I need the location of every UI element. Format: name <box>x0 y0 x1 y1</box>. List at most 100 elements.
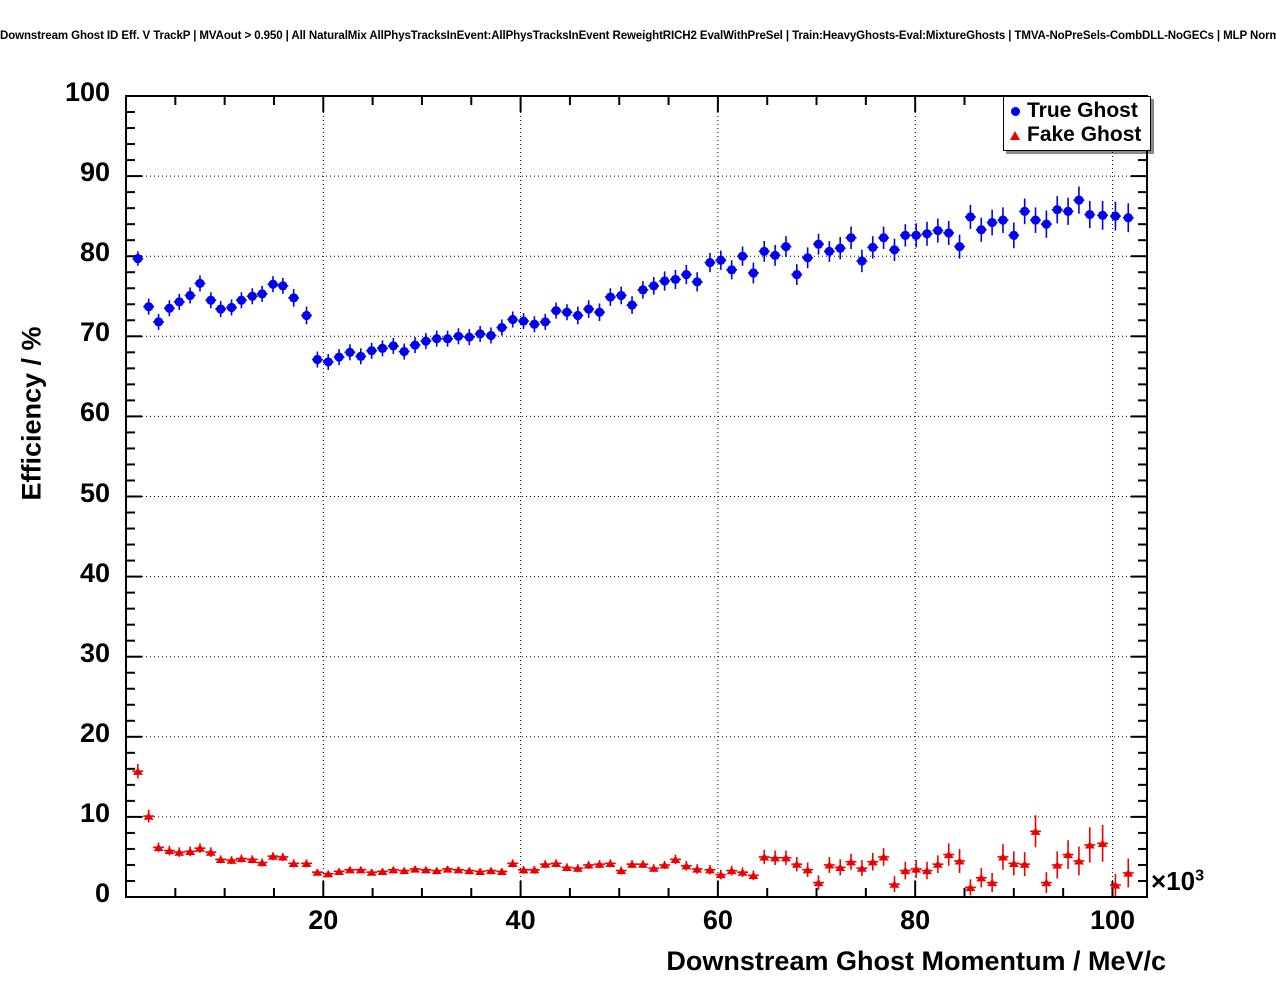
red-triangle-marker-icon <box>1007 130 1023 140</box>
data-point-true-ghost <box>716 255 726 265</box>
data-point-fake-ghost <box>726 866 737 875</box>
data-point-true-ghost <box>345 347 355 357</box>
data-point-true-ghost <box>1123 213 1133 223</box>
data-point-fake-ghost <box>867 858 878 866</box>
data-point-fake-ghost <box>301 859 312 867</box>
data-point-fake-ghost <box>681 862 692 870</box>
data-point-true-ghost <box>247 291 257 301</box>
data-point-true-ghost <box>377 343 388 353</box>
data-point-true-ghost <box>562 307 572 317</box>
data-point-true-ghost <box>748 268 758 278</box>
data-point-fake-ghost <box>529 866 540 874</box>
data-point-fake-ghost <box>518 866 529 874</box>
y-tick-label: 20 <box>79 717 110 748</box>
y-tick-label: 0 <box>94 878 110 908</box>
data-point-fake-ghost <box>464 866 475 875</box>
multiplier-exponent: 3 <box>1195 866 1205 885</box>
legend: True Ghost Fake Ghost <box>1003 96 1151 151</box>
y-tick-label: 50 <box>79 477 110 508</box>
data-point-fake-ghost <box>802 866 813 874</box>
data-point-true-ghost <box>257 289 267 299</box>
y-tick-label: 90 <box>79 157 110 188</box>
data-point-fake-ghost <box>399 866 410 875</box>
data-point-true-ghost <box>998 215 1008 225</box>
blue-circle-marker-icon <box>1007 106 1023 116</box>
plot-title: Downstream Ghost ID Eff. V TrackP | MVAo… <box>0 30 1276 42</box>
data-point-fake-ghost <box>583 861 594 869</box>
data-point-fake-ghost <box>737 868 748 876</box>
data-point-fake-ghost <box>366 868 377 876</box>
data-point-fake-ghost <box>659 861 670 869</box>
x-tick-label: 40 <box>505 905 536 935</box>
data-point-true-ghost <box>226 302 237 313</box>
axis-ticks <box>125 95 1147 898</box>
data-point-true-ghost <box>497 322 507 333</box>
data-point-true-ghost <box>573 310 583 321</box>
data-point-fake-ghost <box>616 866 627 875</box>
data-point-true-ghost <box>464 332 474 342</box>
legend-entry[interactable]: True Ghost <box>1007 99 1147 123</box>
data-point-true-ghost <box>660 276 670 286</box>
data-point-true-ghost <box>759 246 769 256</box>
legend-label: Fake Ghost <box>1027 123 1142 146</box>
data-point-fake-ghost <box>257 858 268 867</box>
data-point-true-ghost <box>421 336 431 346</box>
data-point-true-ghost <box>540 317 550 327</box>
data-point-true-ghost <box>356 351 366 361</box>
data-point-fake-ghost <box>132 767 143 775</box>
data-point-fake-ghost <box>334 867 345 875</box>
data-point-fake-ghost <box>277 853 288 861</box>
y-tick-label: 70 <box>79 317 110 348</box>
data-point-true-ghost <box>1098 210 1108 220</box>
data-point-true-ghost <box>289 293 299 303</box>
data-point-fake-ghost <box>605 859 616 867</box>
data-point-fake-ghost <box>1123 869 1134 877</box>
data-point-true-ghost <box>965 212 976 222</box>
data-point-true-ghost <box>475 329 485 339</box>
data-point-true-ghost <box>879 233 889 243</box>
data-point-fake-ghost <box>715 870 726 879</box>
data-point-fake-ghost <box>194 844 205 852</box>
data-point-true-ghost <box>976 225 986 235</box>
data-point-fake-ghost <box>965 883 976 891</box>
data-point-true-ghost <box>824 246 834 256</box>
data-point-true-ghost <box>410 340 420 350</box>
data-point-true-ghost <box>954 241 965 252</box>
data-point-true-ghost <box>268 279 278 289</box>
data-point-true-ghost <box>627 300 637 310</box>
data-point-fake-ghost <box>954 857 965 865</box>
data-point-true-ghost <box>432 334 442 344</box>
data-point-true-ghost <box>551 306 561 316</box>
legend-entry[interactable]: Fake Ghost <box>1007 123 1147 147</box>
data-point-true-ghost <box>1009 230 1019 240</box>
data-point-true-ghost <box>164 303 175 313</box>
data-point-fake-ghost <box>780 854 791 862</box>
y-tick-label: 80 <box>79 237 110 268</box>
data-point-true-ghost <box>944 228 954 238</box>
data-point-fake-ghost <box>922 866 933 875</box>
data-point-true-ghost <box>649 281 659 291</box>
data-point-fake-ghost <box>627 860 638 868</box>
data-point-fake-ghost <box>431 866 442 875</box>
data-point-true-ghost <box>518 316 529 326</box>
data-point-true-ghost <box>144 302 154 312</box>
data-point-fake-ghost <box>540 860 551 868</box>
data-point-fake-ghost <box>1063 850 1074 859</box>
data-point-true-ghost <box>185 290 195 301</box>
data-point-true-ghost <box>236 295 247 305</box>
data-point-fake-ghost <box>648 864 659 872</box>
data-point-true-ghost <box>442 334 453 344</box>
data-point-fake-ghost <box>174 848 185 856</box>
data-point-fake-ghost <box>748 871 759 879</box>
data-point-fake-ghost <box>143 812 154 820</box>
data-point-fake-ghost <box>323 870 334 878</box>
data-point-true-ghost <box>803 253 813 263</box>
data-point-fake-ghost <box>507 859 518 867</box>
data-point-true-ghost <box>857 256 867 266</box>
data-point-true-ghost <box>1041 219 1051 229</box>
data-point-fake-ghost <box>1073 857 1084 865</box>
data-point-fake-ghost <box>551 859 562 867</box>
gridlines <box>126 95 1147 897</box>
y-tick-label: 100 <box>64 77 110 107</box>
